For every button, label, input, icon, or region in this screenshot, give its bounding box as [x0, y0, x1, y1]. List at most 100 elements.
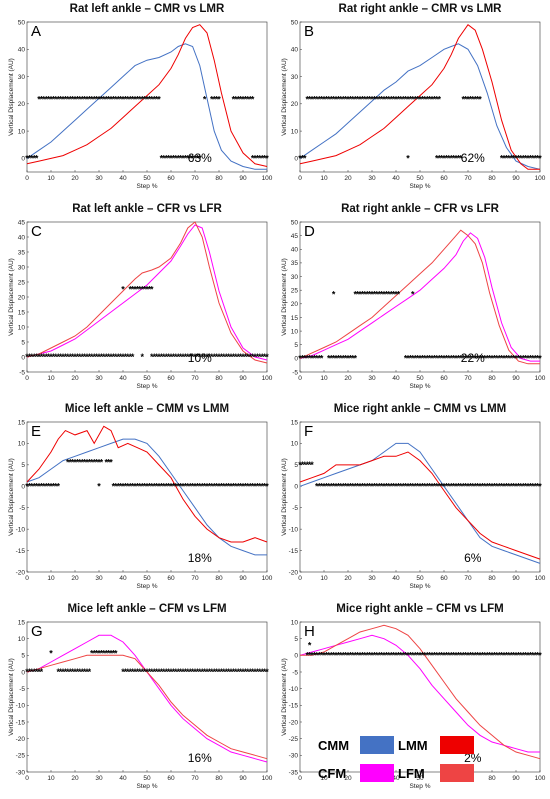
significance-marker-lower: *	[493, 353, 497, 363]
chart-panel-e: Mice left ankle – CMM vs LMM E 0 10 20 30 40 50…	[5, 400, 275, 595]
significance-marker-lower: *	[440, 481, 444, 491]
significance-marker-lower: *	[224, 481, 228, 491]
significance-marker-lower: *	[481, 481, 485, 491]
significance-marker-lower: *	[421, 481, 425, 491]
significance-marker-lower: *	[260, 153, 264, 163]
significance-marker-lower: *	[200, 667, 204, 677]
significance-marker-upper: *	[100, 95, 104, 105]
y-tick-label: -35	[289, 769, 299, 776]
significance-marker-upper: *	[430, 95, 434, 105]
significance-marker-lower: *	[433, 353, 437, 363]
significance-marker-upper: *	[47, 95, 51, 105]
significance-marker-lower: *	[200, 352, 204, 362]
significance-marker-upper: *	[423, 95, 427, 105]
significance-marker-upper: *	[92, 458, 96, 468]
significance-marker-lower: *	[143, 481, 147, 491]
significance-marker-lower: *	[406, 481, 410, 491]
significance-marker-lower: *	[442, 650, 446, 660]
x-tick-label: 0	[25, 375, 29, 382]
y-tick-label: 35	[18, 249, 26, 256]
significance-marker-lower: *	[229, 352, 233, 362]
significance-marker-lower: *	[85, 667, 89, 677]
significance-marker-lower: *	[150, 352, 154, 362]
significance-marker-upper: *	[373, 95, 377, 105]
significance-marker-upper: *	[95, 649, 99, 659]
significance-marker-lower: *	[64, 352, 68, 362]
significance-marker-lower: *	[394, 650, 398, 660]
significance-marker-upper: *	[212, 95, 216, 105]
y-tick-label: 15	[18, 419, 26, 426]
significance-marker-upper: *	[52, 95, 56, 105]
significance-marker-upper: *	[368, 289, 372, 299]
significance-marker-lower: *	[425, 481, 429, 491]
significance-marker-lower: *	[196, 352, 200, 362]
significance-marker-lower: *	[461, 353, 465, 363]
y-axis-label: Vertical Displacement (AU)	[281, 458, 288, 536]
significance-marker-lower: *	[495, 481, 499, 491]
y-tick-label: -5	[19, 686, 25, 693]
significance-marker-lower: *	[430, 353, 434, 363]
significance-marker-upper: *	[363, 95, 367, 105]
significance-marker-lower: *	[380, 650, 384, 660]
significance-marker-lower: *	[253, 352, 257, 362]
significance-marker-lower: *	[495, 353, 499, 363]
significance-marker-lower: *	[339, 650, 343, 660]
significance-marker-lower: *	[332, 650, 336, 660]
y-tick-label: -15	[16, 719, 26, 726]
significance-marker-lower: *	[215, 667, 219, 677]
significance-marker-upper: *	[104, 95, 108, 105]
significance-marker-lower: *	[517, 353, 521, 363]
significance-marker-lower: *	[246, 481, 250, 491]
significance-marker-lower: *	[519, 650, 523, 660]
significance-marker-lower: *	[305, 650, 309, 660]
significance-marker-lower: *	[234, 667, 238, 677]
significance-marker-lower: *	[413, 481, 417, 491]
significance-marker-upper: *	[114, 95, 118, 105]
y-tick-label: 10	[291, 128, 299, 135]
significance-marker-lower: *	[435, 153, 439, 163]
significance-marker-lower: *	[176, 352, 180, 362]
y-tick-label: 15	[291, 419, 299, 426]
significance-marker-lower: *	[346, 353, 350, 363]
significance-marker-lower: *	[124, 667, 128, 677]
significance-marker-lower: *	[186, 153, 190, 163]
significance-marker-lower: *	[164, 352, 168, 362]
significance-marker-lower: *	[30, 153, 34, 163]
significance-marker-upper: *	[76, 458, 80, 468]
significance-marker-upper: *	[317, 95, 321, 105]
significance-marker-lower: *	[375, 650, 379, 660]
significance-marker-upper: *	[471, 95, 475, 105]
significance-marker-upper: *	[136, 285, 140, 295]
significance-marker-lower: *	[164, 667, 168, 677]
significance-marker-lower: *	[313, 353, 317, 363]
significance-marker-upper: *	[145, 95, 149, 105]
significance-marker-lower: *	[454, 650, 458, 660]
significance-marker-lower: *	[469, 650, 473, 660]
significance-marker-lower: *	[128, 481, 132, 491]
x-tick-label: 10	[47, 775, 55, 782]
x-axis-label: Step %	[137, 783, 158, 790]
significance-marker-upper: *	[114, 649, 118, 659]
legend-swatch-cfm	[360, 764, 394, 782]
significance-marker-lower: *	[447, 153, 451, 163]
x-tick-label: 40	[392, 575, 400, 582]
significance-marker-upper: *	[109, 95, 113, 105]
significance-marker-upper: *	[155, 95, 159, 105]
significance-marker-lower: *	[133, 667, 137, 677]
significance-marker-lower: *	[524, 650, 528, 660]
x-tick-label: 40	[119, 575, 127, 582]
significance-marker-lower: *	[251, 667, 255, 677]
significance-marker-lower: *	[215, 352, 219, 362]
x-axis-label: Step %	[137, 183, 158, 190]
significance-marker-upper: *	[411, 95, 415, 105]
significance-marker-upper: *	[363, 289, 367, 299]
significance-marker-lower: *	[442, 153, 446, 163]
significance-marker-lower: *	[251, 153, 255, 163]
significance-marker-lower: *	[220, 352, 224, 362]
significance-marker-lower: *	[61, 667, 65, 677]
significance-marker-lower: *	[32, 153, 36, 163]
x-tick-label: 0	[298, 175, 302, 182]
legend-label: CMM	[318, 737, 350, 753]
significance-marker-upper: *	[150, 95, 154, 105]
series-line-2	[299, 229, 540, 365]
